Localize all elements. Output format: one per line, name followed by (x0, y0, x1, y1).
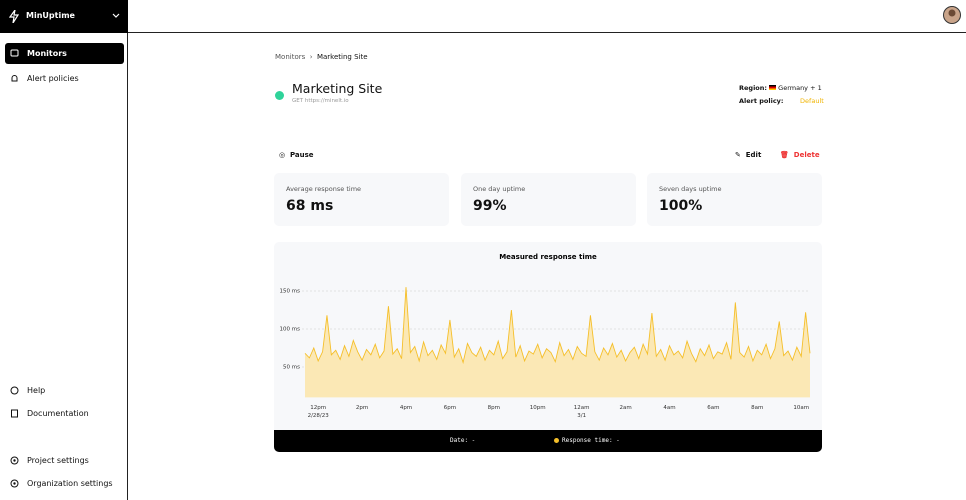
status-dot (275, 91, 284, 100)
nav-label: Organization settings (27, 479, 113, 488)
nav-label: Monitors (27, 49, 67, 58)
icon (10, 479, 19, 488)
nav-item[interactable]: Organization settings (5, 473, 124, 494)
x-tick-label: 12pm 2/28/23 (307, 405, 329, 419)
policy-label: Alert policy: (739, 97, 784, 105)
stat-card: Average response time 68 ms (274, 173, 449, 226)
top-bar (128, 0, 966, 33)
x-tick-label: 10pm (529, 405, 546, 411)
delete-button[interactable]: 🗑 Delete (780, 151, 820, 159)
nav-item[interactable]: Help (5, 380, 124, 401)
pause-button[interactable]: ◎ Pause (279, 151, 314, 159)
stat-value: 99% (473, 198, 507, 214)
breadcrumb-link[interactable]: Monitors (275, 53, 306, 61)
delete-label: Delete (793, 151, 820, 159)
chart-card: Measured response time 50 ms 100 ms 150 ms… (274, 242, 822, 452)
stat-label: Seven days uptime (659, 185, 722, 193)
nav-item[interactable]: Project settings (5, 450, 124, 471)
x-tick-label: 2pm (355, 405, 369, 411)
nav-label: Documentation (27, 409, 89, 418)
chart: Measured response time 50 ms 100 ms 150 ms (280, 253, 811, 398)
edit-button[interactable]: ✎ Edit (735, 151, 762, 159)
icon (10, 386, 19, 395)
nav-item[interactable]: Monitors (5, 43, 124, 64)
x-tick-label: 12am 3/1 (573, 405, 590, 419)
edit-label: Edit (745, 151, 762, 159)
nav-item[interactable]: Documentation (5, 403, 124, 424)
x-tick-label: 2am (619, 405, 632, 411)
area (305, 287, 810, 398)
region: Region: Germany + 1 (739, 84, 822, 92)
chevron (112, 13, 120, 18)
breadcrumb-current: Marketing Site (316, 53, 368, 61)
stat-card: One day uptime 99% (461, 173, 636, 226)
stat-label: One day uptime (473, 185, 526, 193)
x-tick-label: 8pm (487, 405, 500, 411)
footer-response: Response time: - (562, 437, 620, 444)
stat-label: Average response time (286, 185, 362, 193)
sidebar (0, 0, 128, 500)
legend-dot (554, 438, 559, 443)
line (304, 287, 811, 365)
x-tick-label: 4pm (399, 405, 413, 411)
stat-value: 68 ms (286, 198, 334, 214)
policy-value[interactable]: Default (800, 97, 824, 105)
nav-label: Alert policies (27, 74, 79, 83)
flag (769, 85, 777, 90)
breadcrumb: Monitors › Marketing Site (275, 53, 368, 61)
stat-value: 100% (659, 198, 703, 214)
monitor-title: Marketing Site (292, 81, 383, 96)
x-tick-label: 6pm (443, 405, 457, 411)
x-tick-label: 4am (663, 405, 676, 411)
y-tick-label: 50 ms (283, 365, 300, 371)
y-tick-label: 150 ms (280, 289, 301, 295)
avatar[interactable] (943, 6, 961, 24)
y-tick-label: 100 ms (280, 327, 301, 333)
icon (11, 75, 18, 82)
x-tick-label: 10am (793, 405, 810, 411)
chart-title: Measured response time (499, 253, 597, 261)
region-label: Region: (739, 84, 767, 92)
brand-name: MinUptime (26, 11, 75, 20)
nav-label: Help (27, 386, 46, 395)
nav-item[interactable]: Alert policies (5, 68, 124, 89)
monitor-url: GET https://minelt.io (292, 98, 349, 104)
icon (10, 49, 19, 57)
icon (10, 456, 19, 465)
logo (9, 10, 19, 23)
icon (11, 409, 18, 418)
x-tick-label: 8am (751, 405, 764, 411)
pause-label: Pause (289, 151, 314, 159)
x-tick-label: 6am (707, 405, 720, 411)
nav-label: Project settings (27, 456, 89, 465)
brand-bar[interactable]: MinUptime (0, 0, 128, 33)
alert-policy: Alert policy: Default (739, 97, 824, 105)
region-value: Germany + 1 (778, 84, 822, 92)
stat-card: Seven days uptime 100% (647, 173, 822, 226)
footer-date: Date: - (450, 437, 476, 444)
chart-footer: Date: - Response time: - (274, 430, 822, 452)
